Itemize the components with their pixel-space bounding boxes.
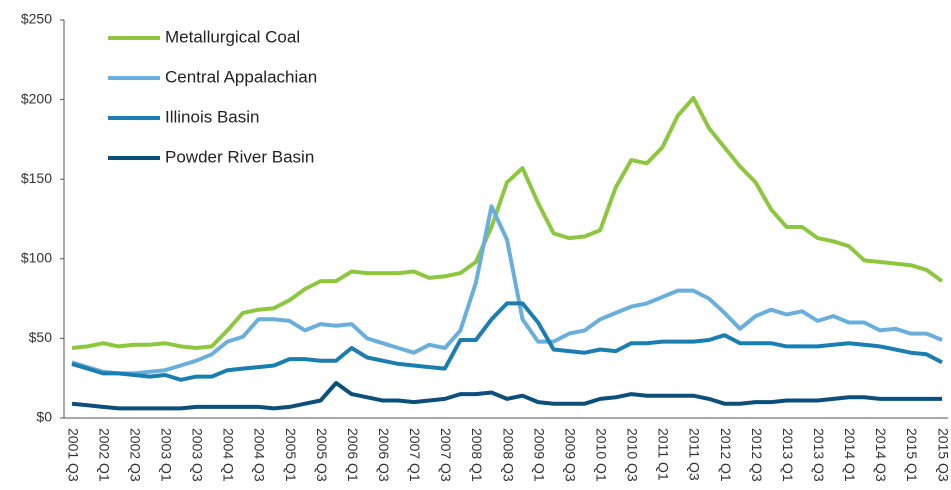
x-tick-label: 2010 Q3 [625, 428, 641, 482]
x-tick-label: 2007 Q3 [438, 428, 454, 482]
x-tick-label: 2010 Q1 [594, 428, 610, 482]
series-line [71, 301, 943, 382]
x-tick-label: 2014 Q1 [842, 428, 858, 482]
x-tick-label: 2007 Q1 [407, 428, 423, 482]
series-line [71, 204, 943, 376]
series-line [71, 96, 944, 350]
x-tick-label: 2005 Q3 [314, 428, 330, 482]
x-tick-label: 2011 Q1 [656, 428, 672, 481]
y-tick-label: $200 [21, 90, 52, 106]
x-tick-label: 2013 Q1 [780, 428, 796, 482]
x-tick-label: 2001 Q3 [65, 428, 81, 482]
x-tick-label: 2009 Q1 [531, 428, 547, 482]
x-tick-label: 2006 Q3 [376, 428, 392, 482]
x-tick-label: 2011 Q3 [687, 428, 703, 481]
y-tick-label: $50 [29, 329, 53, 345]
x-tick-label: 2012 Q3 [749, 428, 765, 482]
x-tick-label: 2012 Q1 [718, 428, 734, 482]
x-tick-label: 2005 Q1 [283, 428, 299, 482]
x-tick-label: 2006 Q1 [345, 428, 361, 482]
x-tick-label: 2015 Q3 [935, 428, 951, 482]
legend-label: Powder River Basin [165, 147, 314, 166]
series-line [71, 381, 942, 411]
y-tick-label: $100 [21, 250, 52, 266]
y-tick-label: $250 [21, 11, 52, 27]
legend-label: Illinois Basin [165, 107, 260, 126]
x-tick-label: 2002 Q3 [127, 428, 143, 482]
x-tick-label: 2003 Q3 [190, 428, 206, 482]
y-tick-label: $150 [21, 170, 52, 186]
x-tick-label: 2003 Q1 [159, 428, 175, 482]
legend-label: Metallurgical Coal [165, 27, 300, 46]
x-tick-label: 2004 Q3 [252, 428, 268, 482]
x-tick-label: 2008 Q3 [500, 428, 516, 482]
legend-label: Central Appalachian [165, 67, 317, 86]
x-tick-label: 2002 Q1 [96, 428, 112, 482]
x-tick-label: 2008 Q1 [469, 428, 485, 482]
x-tick-label: 2013 Q3 [811, 428, 827, 482]
x-tick-label: 2014 Q3 [873, 428, 889, 482]
x-tick-label: 2015 Q1 [904, 428, 920, 482]
y-tick-label: $0 [36, 409, 52, 425]
x-tick-label: 2009 Q3 [562, 428, 578, 482]
x-tick-label: 2004 Q1 [221, 428, 237, 482]
